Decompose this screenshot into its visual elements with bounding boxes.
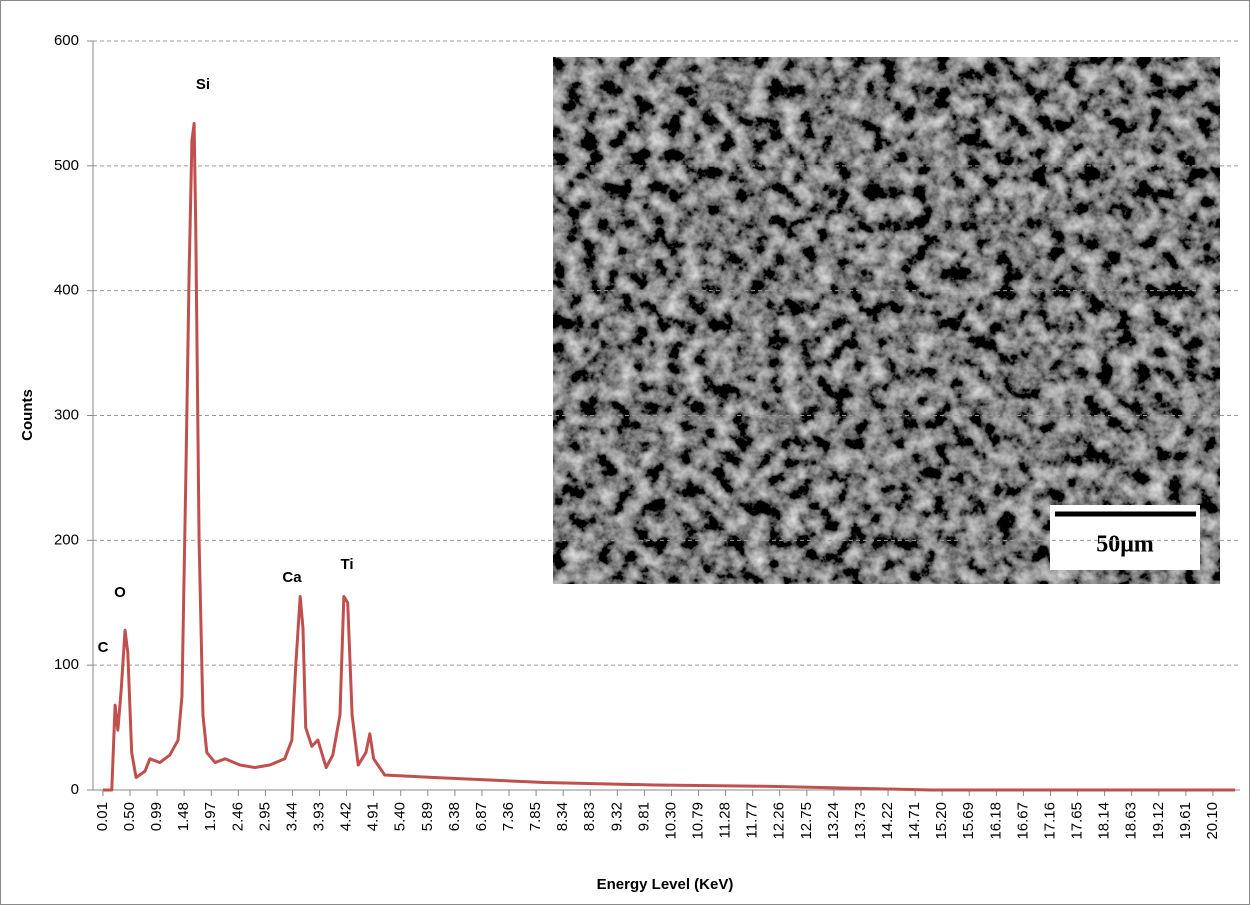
x-tick-label: 17.65	[1069, 802, 1086, 840]
x-tick-label: 16.18	[987, 802, 1004, 840]
y-axis-title: Counts	[19, 389, 36, 441]
x-tick-label: 10.30	[662, 802, 679, 840]
x-tick-label: 7.85	[527, 802, 544, 831]
peak-label: C	[98, 639, 109, 656]
x-tick-label: 13.73	[852, 802, 869, 840]
x-tick-label: 10.79	[690, 802, 707, 840]
x-tick-label: 4.42	[338, 802, 355, 831]
x-tick-label: 15.69	[960, 802, 977, 840]
x-tick-label: 19.61	[1177, 802, 1194, 840]
x-tick-label: 17.16	[1041, 802, 1058, 840]
x-tick-label: 3.44	[283, 802, 300, 831]
x-tick-label: 14.71	[906, 802, 923, 840]
sem-image	[553, 57, 1220, 584]
x-tick-label: 13.24	[825, 802, 842, 840]
y-tick-label: 500	[54, 157, 79, 174]
x-tick-label: 5.89	[419, 802, 436, 831]
inset-image: 50μm	[553, 57, 1220, 584]
scale-label: 50μm	[1096, 532, 1154, 558]
x-tick-label: 15.20	[933, 802, 950, 840]
x-tick-label: 5.40	[392, 802, 409, 831]
x-tick-label: 6.38	[446, 802, 463, 831]
x-tick-label: 12.75	[798, 802, 815, 840]
x-tick-label: 0.50	[121, 802, 138, 831]
x-tick-label: 20.10	[1204, 802, 1221, 840]
y-tick-label: 100	[54, 656, 79, 673]
x-tick-label: 2.95	[256, 802, 273, 831]
x-tick-label: 8.34	[554, 802, 571, 831]
x-tick-label: 12.26	[771, 802, 788, 840]
peak-label: Ca	[282, 569, 302, 586]
spectrum-line	[102, 121, 1236, 792]
x-tick-label: 18.14	[1096, 802, 1113, 840]
peak-label: Ti	[340, 556, 353, 573]
x-tick-label: 11.28	[717, 802, 734, 838]
x-tick-label: 9.81	[635, 802, 652, 831]
x-tick-label: 11.77	[744, 802, 761, 838]
y-tick-label: 600	[54, 32, 79, 49]
y-tick-label: 200	[54, 531, 79, 548]
x-tick-label: 8.83	[581, 802, 598, 831]
x-tick-label: 1.97	[202, 802, 219, 831]
x-tick-label: 4.91	[365, 802, 382, 831]
y-tick-label: 0	[71, 781, 79, 798]
y-tick-label: 300	[54, 406, 79, 423]
x-tick-label: 6.87	[473, 802, 490, 831]
x-tick-label: 0.01	[94, 802, 111, 831]
x-tick-label: 7.36	[500, 802, 517, 831]
y-tick-label: 400	[54, 282, 79, 299]
x-tick-label: 14.22	[879, 802, 896, 840]
x-tick-label: 0.99	[148, 802, 165, 831]
x-tick-label: 18.63	[1123, 802, 1140, 840]
x-tick-label: 16.67	[1014, 802, 1031, 840]
x-axis-title: Energy Level (KeV)	[597, 876, 734, 893]
x-tick-label: 3.93	[310, 802, 327, 831]
x-tick-label: 9.32	[608, 802, 625, 831]
x-tick-label: 2.46	[229, 802, 246, 831]
x-tick-label: 1.48	[175, 802, 192, 831]
x-tick-label: 19.12	[1150, 802, 1167, 840]
peak-label: O	[114, 584, 126, 601]
peak-label: Si	[196, 76, 210, 93]
